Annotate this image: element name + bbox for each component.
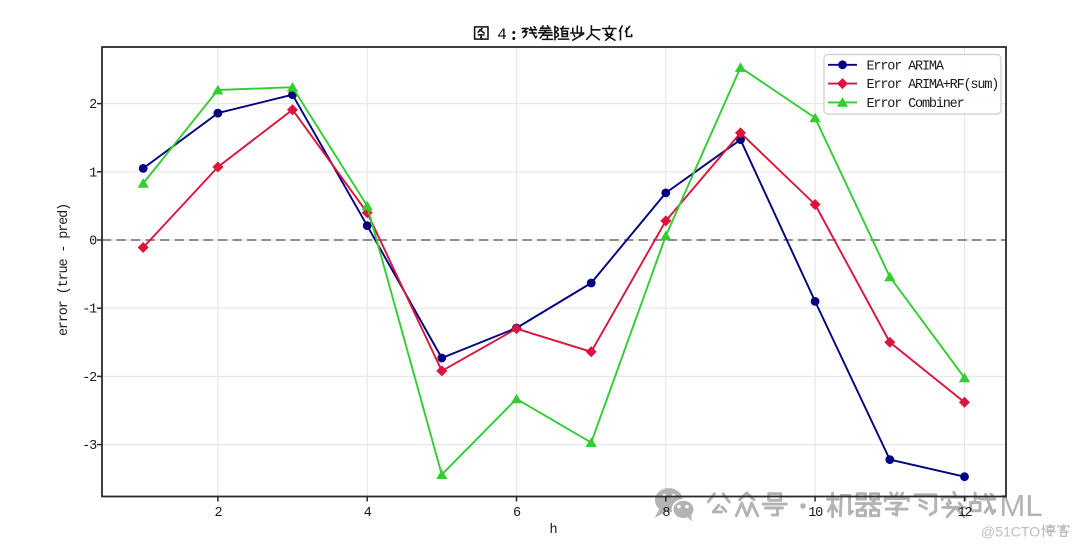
svg-text:-2: -2 — [82, 371, 97, 386]
svg-text:10: 10 — [808, 506, 823, 521]
svg-text:Error Combiner: Error Combiner — [867, 97, 964, 112]
svg-text:2: 2 — [89, 98, 97, 113]
svg-text:2: 2 — [214, 506, 222, 521]
svg-text:6: 6 — [513, 506, 521, 521]
svg-text:error (true - pred): error (true - pred) — [57, 204, 72, 336]
svg-text:@51CTO: @51CTO — [981, 524, 1040, 540]
svg-text:Error ARIMA: Error ARIMA — [867, 59, 945, 74]
svg-text:Error ARIMA+RF(sum): Error ARIMA+RF(sum) — [867, 78, 999, 93]
svg-text:-3: -3 — [82, 439, 97, 454]
svg-text:-1: -1 — [82, 303, 97, 318]
svg-text:h: h — [550, 523, 558, 538]
svg-text:4: 4 — [497, 26, 507, 44]
svg-text:12: 12 — [958, 506, 973, 521]
svg-text:4: 4 — [364, 506, 372, 521]
svg-text:8: 8 — [662, 506, 670, 521]
svg-text:1: 1 — [89, 166, 97, 181]
svg-text:0: 0 — [89, 235, 97, 250]
